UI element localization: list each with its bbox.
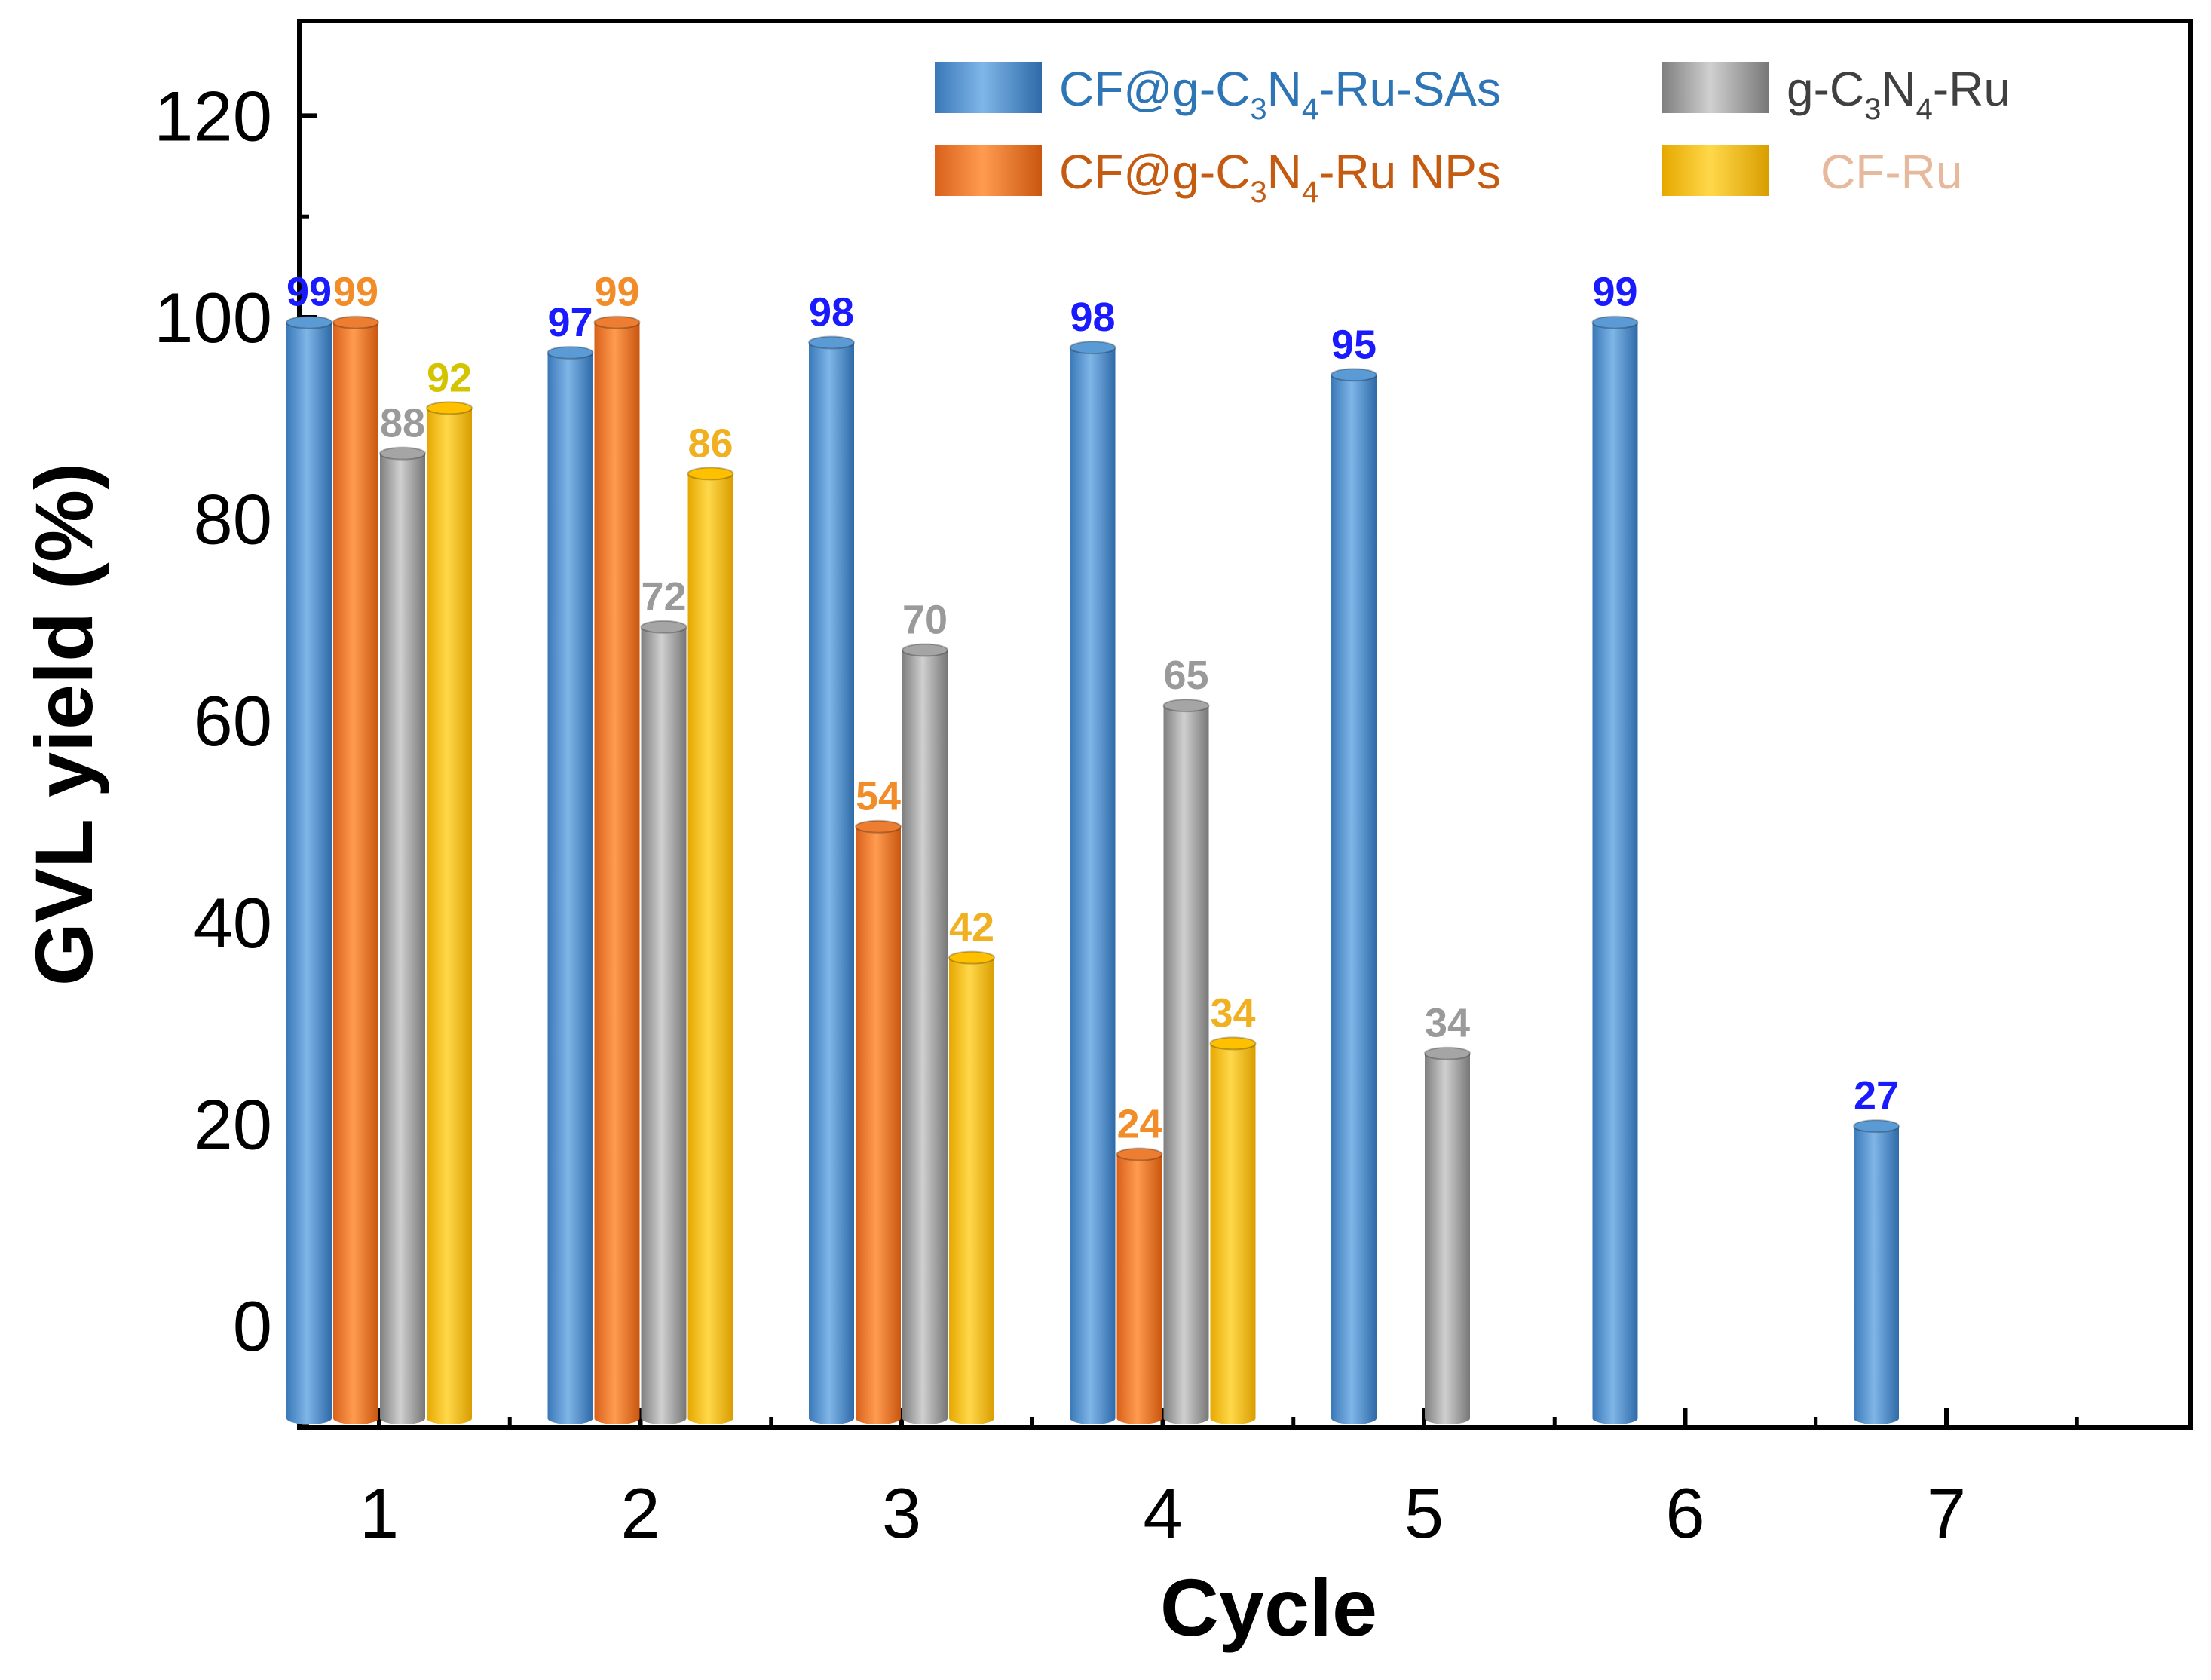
legend-swatch [1662, 62, 1769, 113]
bar-value-label: 70 [902, 598, 948, 643]
x-tick-label: 6 [1665, 1473, 1704, 1553]
bar-value-label: 99 [333, 270, 378, 315]
bar-value-label: 99 [286, 270, 332, 315]
bar-value-label: 98 [1070, 295, 1115, 340]
bar-nps-cycle-3 [855, 819, 902, 1424]
legend-swatch [1662, 145, 1769, 196]
bar-nps-cycle-2 [593, 315, 641, 1424]
x-tick-label: 1 [360, 1473, 399, 1553]
bar-value-label: 24 [1116, 1102, 1162, 1147]
y-axis: 0 20 40 60 80 100 120 [154, 76, 317, 1429]
legend-swatch [935, 62, 1042, 113]
legend-item-cfru: CF-Ru [1662, 145, 1962, 199]
bar-sas-cycle-1 [286, 315, 332, 1424]
bar-value-label: 99 [1592, 270, 1637, 315]
bar-value-label: 88 [380, 401, 425, 446]
bar-nps-cycle-1 [332, 315, 379, 1424]
y-tick-label: 100 [154, 278, 272, 357]
bar-nps-cycle-4 [1116, 1147, 1163, 1424]
legend-item-sas: CF@g-C3N4-Ru-SAs [935, 62, 1501, 126]
legend-item-gcn: g-C3N4-Ru [1662, 62, 2010, 126]
bar-value-label: 95 [1331, 322, 1377, 367]
bar-sas-cycle-2 [547, 345, 594, 1424]
bar-value-label: 97 [547, 300, 593, 345]
bar-sas-cycle-5 [1331, 368, 1377, 1424]
bar-value-label: 34 [1425, 1001, 1470, 1046]
bar-cfru-cycle-2 [687, 467, 734, 1424]
x-axis: 1 2 3 4 5 6 7 [360, 1408, 2079, 1553]
bar-gcn-cycle-4 [1162, 699, 1210, 1424]
x-tick-label: 5 [1404, 1473, 1444, 1553]
x-axis-title: Cycle [1160, 1562, 1377, 1653]
legend-swatch [935, 145, 1042, 196]
bar-sas-cycle-7 [1853, 1119, 1900, 1424]
y-tick-label: 20 [193, 1085, 272, 1164]
bar-sas-cycle-3 [808, 335, 855, 1424]
legend-label: CF-Ru [1821, 145, 1962, 199]
y-tick-label: 40 [193, 883, 272, 962]
bar-gcn-cycle-3 [902, 643, 948, 1424]
bar-value-label: 54 [856, 774, 901, 819]
x-tick-label: 2 [620, 1473, 660, 1553]
bar-cfru-cycle-3 [948, 950, 995, 1424]
bar-value-label: 27 [1854, 1073, 1899, 1118]
bar-value-label: 34 [1210, 990, 1255, 1036]
bar-value-label: 65 [1163, 653, 1208, 698]
bar-cfru-cycle-4 [1209, 1036, 1257, 1424]
bar-cfru-cycle-1 [426, 401, 473, 1424]
bar-value-label: 98 [809, 289, 854, 335]
bar-value-label: 86 [687, 421, 733, 466]
x-tick-label: 3 [882, 1473, 921, 1553]
x-tick-label: 4 [1143, 1473, 1182, 1553]
bar-value-label: 72 [641, 574, 686, 620]
bar-gcn-cycle-1 [379, 446, 426, 1424]
y-tick-label: 120 [154, 76, 272, 155]
legend-item-nps: CF@g-C3N4-Ru NPs [935, 145, 1501, 209]
bar-sas-cycle-6 [1591, 315, 1639, 1424]
legend-label: g-C3N4-Ru [1787, 62, 2010, 126]
legend-label: CF@g-C3N4-Ru NPs [1059, 145, 1501, 209]
bar-value-label: 42 [949, 905, 994, 950]
bar-value-label: 99 [594, 270, 639, 315]
y-axis-title: GVL yield (%) [18, 463, 109, 986]
bar-gcn-cycle-2 [640, 620, 687, 1424]
y-tick-label: 0 [233, 1287, 272, 1366]
bar-gcn-cycle-5 [1424, 1046, 1471, 1424]
bar-value-label: 92 [427, 355, 472, 400]
legend-label: CF@g-C3N4-Ru-SAs [1059, 62, 1501, 126]
bar-sas-cycle-4 [1069, 341, 1116, 1424]
y-tick-label: 80 [193, 480, 272, 559]
y-tick-label: 60 [193, 681, 272, 760]
bars-layer [286, 315, 1900, 1424]
legend: CF@g-C3N4-Ru-SAs CF@g-C3N4-Ru NPs g-C3N4-R… [935, 62, 2010, 209]
x-tick-label: 7 [1927, 1473, 1966, 1553]
